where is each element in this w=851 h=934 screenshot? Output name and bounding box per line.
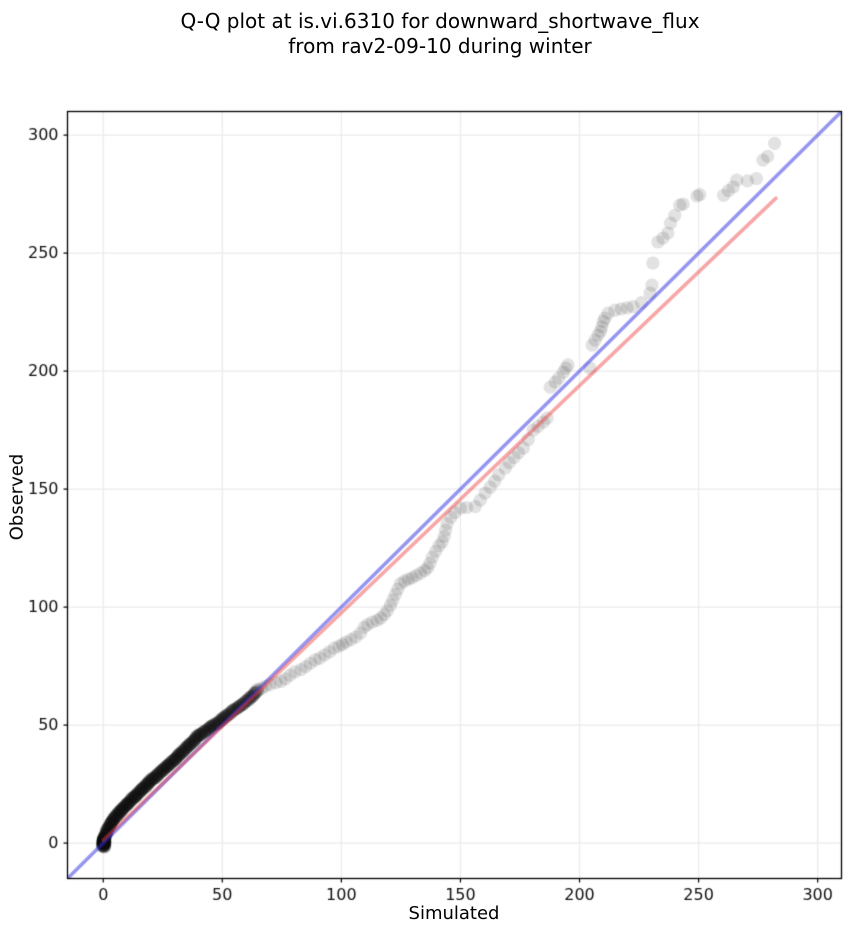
chart-title-line1: Q-Q plot at is.vi.6310 for downward_shor… — [180, 9, 700, 33]
chart-title-line2: from rav2-09-10 during winter — [288, 34, 592, 58]
x-axis-label: Simulated — [408, 903, 500, 924]
y-axis-label: Observed — [6, 453, 28, 541]
chart-title: Q-Q plot at is.vi.6310 for downward_shor… — [20, 9, 851, 59]
